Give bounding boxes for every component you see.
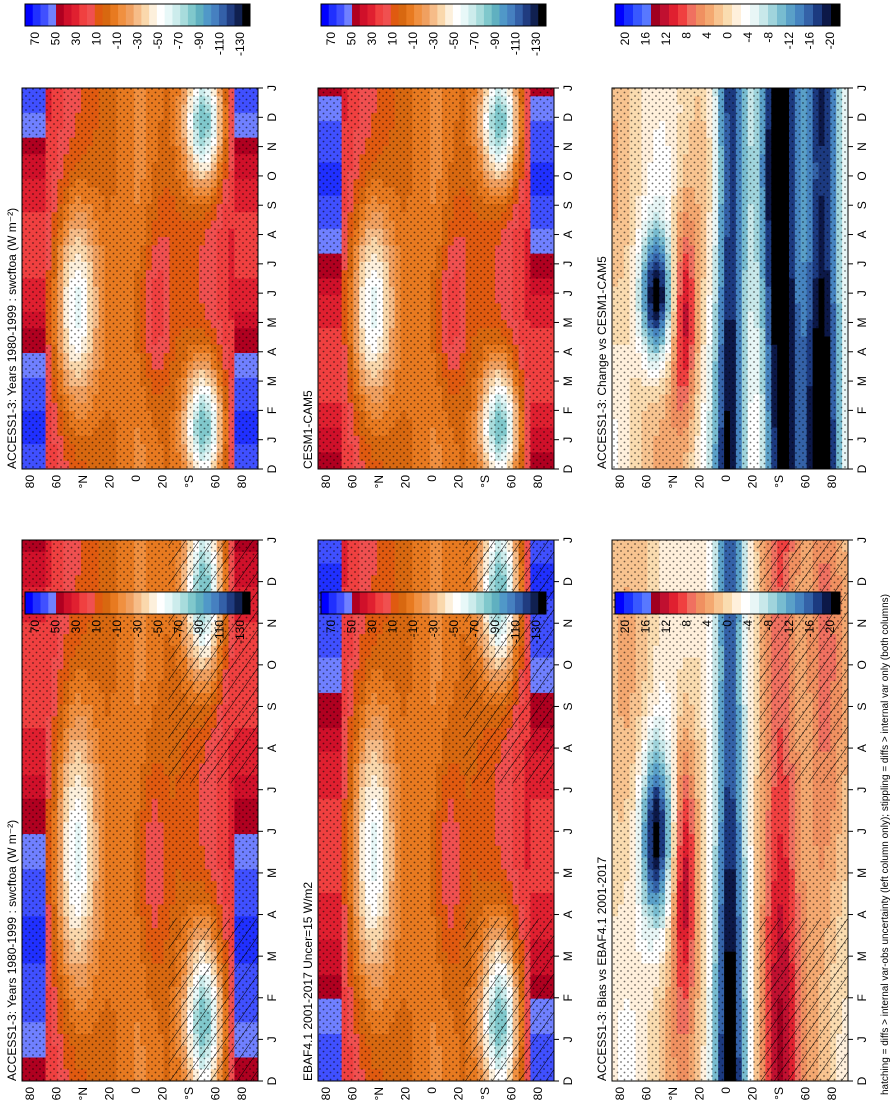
hatching-overlay bbox=[168, 918, 258, 1081]
x-tick-label: A bbox=[265, 230, 279, 238]
x-tick-label: J bbox=[265, 787, 279, 793]
heatmap-panel-0: D J F M A M J J A S O N D J 80 60 °N 20 0 20 °S 60 80 ACCESS1-3… bbox=[5, 537, 279, 1100]
x-tick-label: F bbox=[265, 994, 279, 1001]
x-tick-label: O bbox=[265, 171, 279, 180]
panel-frame bbox=[21, 87, 259, 470]
x-tick-label: D bbox=[265, 464, 279, 473]
y-tick-label: °S bbox=[182, 1087, 196, 1100]
x-tick-label: S bbox=[265, 201, 279, 209]
x-tick-label: N bbox=[265, 619, 279, 628]
x-tick-label: A bbox=[265, 744, 279, 752]
panel-title: ACCESS1-3: Years 1980-1999 : swcftoa (W … bbox=[5, 820, 19, 1081]
y-tick-label: 60 bbox=[209, 475, 223, 489]
x-tick-label: D bbox=[265, 577, 279, 586]
x-tick-label: M bbox=[265, 868, 279, 878]
y-tick-label: °S bbox=[182, 475, 196, 488]
y-tick-label: 20 bbox=[156, 1087, 170, 1101]
x-tick-label: J bbox=[265, 85, 279, 91]
x-tick-label: M bbox=[265, 951, 279, 961]
x-tick-label: J bbox=[265, 437, 279, 443]
figure-footer: hatching = diffs > internal var-obs unce… bbox=[880, 594, 891, 1095]
y-tick-label: 80 bbox=[235, 475, 249, 489]
x-tick-label: M bbox=[265, 318, 279, 328]
y-tick-label: 80 bbox=[235, 1087, 249, 1101]
y-tick-label: 20 bbox=[103, 475, 117, 489]
y-tick-label: 60 bbox=[209, 1087, 223, 1101]
panel-frame bbox=[21, 539, 259, 1082]
heatmap-panel-1: D J F M A M J J A S O N D J 80 60 °N 20 0 20 °S 60 80 ACCESS1-3… bbox=[5, 85, 279, 488]
y-tick-label: °N bbox=[76, 1087, 90, 1100]
x-tick-label: A bbox=[265, 910, 279, 918]
x-tick-label: M bbox=[265, 376, 279, 386]
x-tick-label: J bbox=[265, 290, 279, 296]
x-tick-label: D bbox=[265, 113, 279, 122]
x-tick-label: D bbox=[265, 1076, 279, 1085]
y-tick-label: °N bbox=[76, 475, 90, 488]
y-tick-label: 0 bbox=[129, 1087, 143, 1094]
hatching-overlay bbox=[168, 540, 258, 784]
y-tick-label: 60 bbox=[50, 475, 64, 489]
x-tick-label: F bbox=[265, 407, 279, 414]
y-tick-label: 80 bbox=[23, 475, 37, 489]
y-tick-label: 20 bbox=[103, 1087, 117, 1101]
y-tick-label: 80 bbox=[23, 1087, 37, 1101]
x-tick-label: N bbox=[265, 142, 279, 151]
stippling-overlay bbox=[22, 88, 258, 469]
panel-title: ACCESS1-3: Years 1980-1999 : swcftoa (W … bbox=[5, 208, 19, 469]
x-tick-label: S bbox=[265, 702, 279, 710]
x-tick-label: J bbox=[265, 261, 279, 267]
x-tick-label: J bbox=[265, 537, 279, 543]
x-tick-label: J bbox=[265, 828, 279, 834]
x-tick-label: J bbox=[265, 1036, 279, 1042]
y-tick-label: 20 bbox=[156, 475, 170, 489]
x-tick-label: A bbox=[265, 348, 279, 356]
y-tick-label: 60 bbox=[50, 1087, 64, 1101]
x-tick-label: O bbox=[265, 660, 279, 669]
y-tick-label: 0 bbox=[129, 475, 143, 482]
